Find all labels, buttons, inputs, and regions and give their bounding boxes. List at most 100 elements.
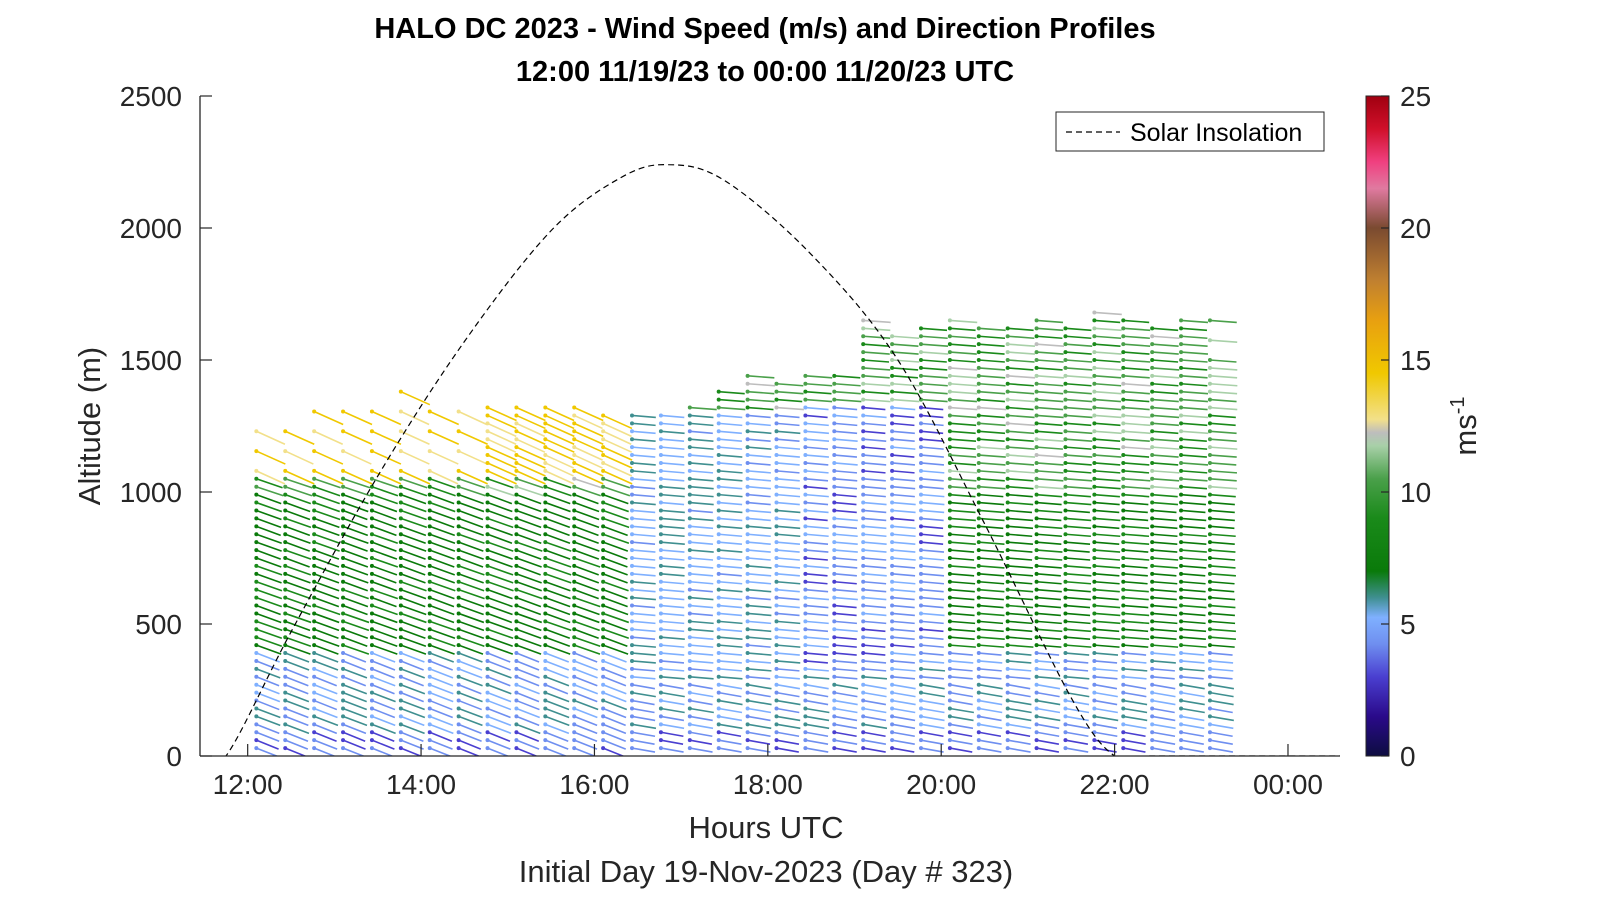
- wind-arrow: [1036, 533, 1062, 538]
- wind-arrow: [863, 438, 887, 442]
- wind-arrow: [949, 533, 975, 538]
- wind-arrow-head: [254, 690, 259, 695]
- wind-arrow: [920, 446, 944, 450]
- wind-arrow-head: [456, 603, 461, 608]
- wind-arrow: [834, 644, 857, 648]
- wind-arrow-head: [861, 476, 866, 481]
- wind-arrow: [631, 414, 656, 419]
- wind-arrow: [1123, 739, 1146, 745]
- wind-arrow-head: [976, 397, 981, 402]
- wind-arrow-head: [572, 405, 577, 410]
- wind-arrow-head: [947, 698, 952, 703]
- wind-arrow: [602, 493, 629, 505]
- wind-arrow: [458, 612, 485, 624]
- wind-arrow-head: [1207, 421, 1212, 426]
- wind-arrow: [689, 438, 714, 442]
- wind-arrow-head: [1121, 524, 1126, 529]
- wind-arrow: [747, 691, 771, 698]
- wind-arrow: [834, 747, 857, 753]
- wind-arrow-head: [1207, 373, 1212, 378]
- wind-arrow: [1007, 327, 1034, 332]
- wind-arrow: [1152, 565, 1178, 569]
- wind-arrow: [834, 414, 858, 419]
- wind-arrow: [1181, 604, 1207, 609]
- wind-arrow-head: [601, 579, 606, 584]
- wind-arrow: [284, 683, 309, 695]
- wind-arrow-head: [485, 706, 490, 711]
- wind-arrow: [1094, 470, 1121, 474]
- wind-arrow: [284, 636, 312, 647]
- wind-arrow-head: [918, 453, 923, 458]
- colorbar-tick-label: 10: [1400, 477, 1431, 508]
- wind-arrow: [1094, 676, 1118, 680]
- wind-arrow-head: [427, 730, 432, 735]
- wind-arrow-head: [456, 587, 461, 592]
- wind-arrow: [631, 747, 656, 753]
- wind-arrow-head: [1034, 666, 1039, 671]
- wind-arrow-head: [687, 738, 692, 743]
- wind-arrow: [256, 723, 280, 735]
- wind-arrow-head: [1150, 674, 1155, 679]
- wind-arrow: [342, 509, 368, 521]
- wind-arrow: [689, 739, 713, 745]
- wind-arrow: [516, 525, 542, 537]
- wind-arrow-head: [976, 468, 981, 473]
- wind-arrow: [863, 406, 886, 411]
- wind-arrow-head: [658, 437, 663, 442]
- wind-arrow-head: [774, 587, 779, 592]
- wind-arrow-head: [976, 492, 981, 497]
- wind-arrow: [631, 470, 656, 474]
- wind-arrow-head: [283, 746, 288, 751]
- wind-arrow: [747, 485, 771, 490]
- wind-arrow-head: [1121, 722, 1126, 727]
- wind-arrow: [1065, 367, 1093, 371]
- wind-arrow: [776, 636, 800, 640]
- wind-arrow: [545, 683, 569, 695]
- wind-arrow-head: [572, 556, 577, 560]
- wind-arrow-head: [369, 524, 374, 529]
- wind-arrow-head: [832, 746, 837, 751]
- wind-arrow-head: [947, 579, 952, 584]
- wind-arrow: [805, 628, 829, 633]
- wind-arrow-head: [745, 746, 750, 751]
- wind-arrow: [487, 462, 517, 477]
- wind-arrow-head: [1207, 389, 1212, 394]
- wind-arrow-head: [832, 738, 837, 743]
- wind-arrow-head: [1207, 460, 1212, 465]
- wind-arrow: [805, 565, 829, 569]
- wind-arrow: [487, 446, 517, 461]
- wind-arrow-head: [1150, 453, 1155, 458]
- wind-arrow-head: [601, 476, 606, 481]
- wind-arrow-head: [427, 658, 432, 663]
- wind-arrow-head: [745, 437, 750, 442]
- wind-arrow-head: [630, 532, 635, 537]
- wind-arrow: [256, 485, 284, 497]
- wind-arrow-head: [254, 587, 259, 592]
- wind-arrow-head: [283, 579, 288, 584]
- wind-arrow-head: [976, 730, 981, 735]
- wind-arrow: [1181, 454, 1207, 458]
- wind-arrow-head: [687, 579, 692, 584]
- wind-arrow-head: [514, 556, 519, 560]
- wind-arrow: [487, 557, 513, 568]
- wind-arrow: [602, 683, 627, 695]
- wind-arrow: [545, 668, 569, 679]
- wind-arrow-head: [861, 492, 866, 497]
- wind-arrow-head: [745, 492, 750, 497]
- wind-arrow: [949, 644, 976, 648]
- wind-arrow: [660, 723, 685, 730]
- wind-arrow-head: [1092, 571, 1097, 576]
- wind-arrow-head: [1092, 706, 1097, 711]
- wind-arrow: [978, 517, 1005, 522]
- wind-arrow-head: [918, 666, 923, 671]
- wind-arrow-head: [283, 468, 288, 473]
- wind-arrow-head: [1150, 548, 1155, 553]
- wind-arrow: [1036, 446, 1063, 450]
- x-tick-label: 16:00: [559, 769, 629, 800]
- wind-arrow: [978, 351, 1005, 355]
- wind-arrow: [920, 367, 948, 371]
- wind-arrow-head: [543, 666, 548, 671]
- wind-arrow-head: [283, 698, 288, 703]
- wind-arrow: [371, 573, 397, 584]
